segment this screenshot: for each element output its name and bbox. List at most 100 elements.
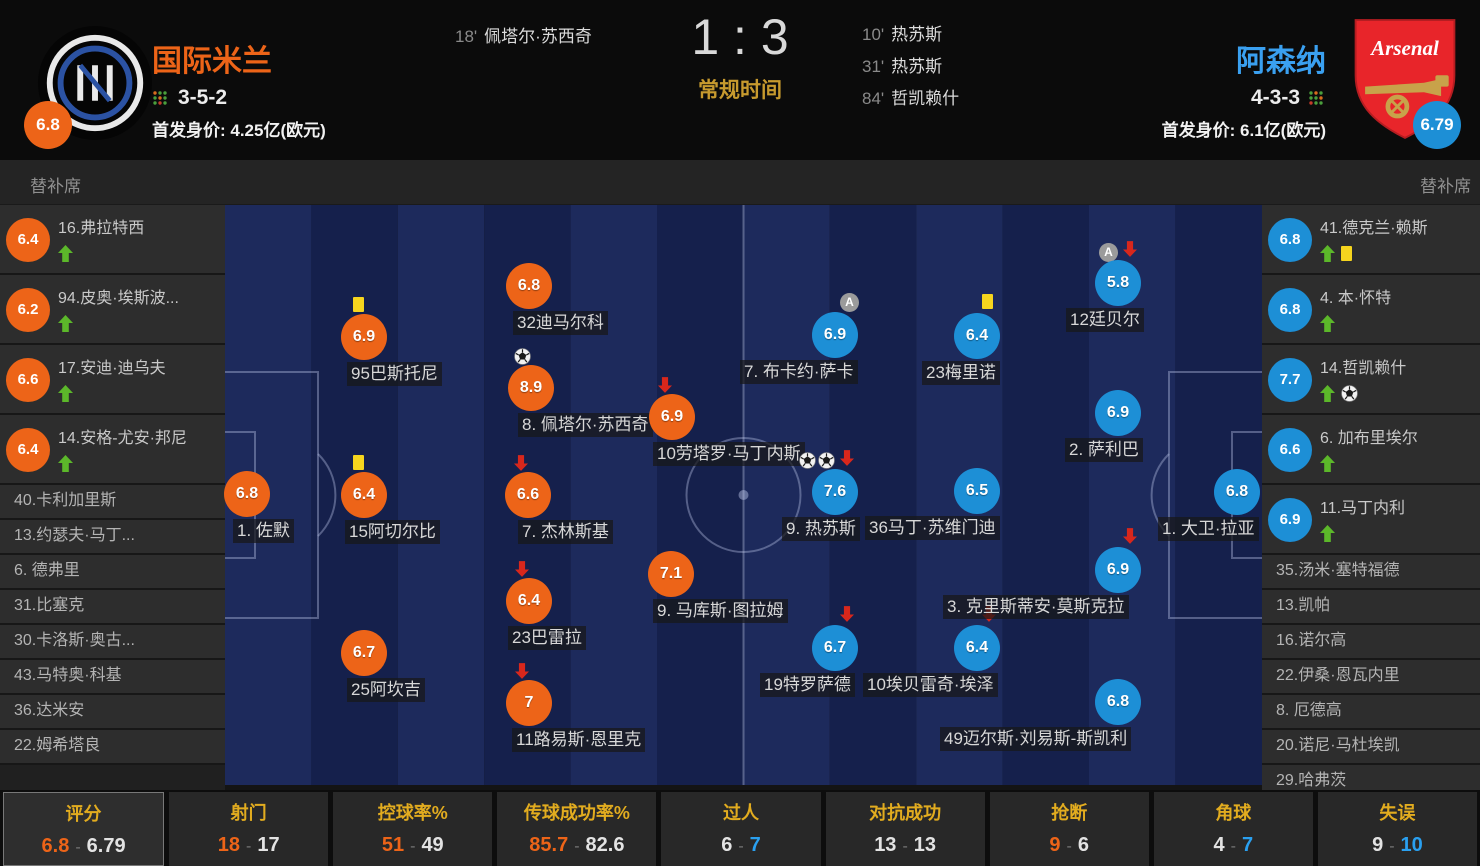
- player-rating: 6.4: [954, 625, 1000, 671]
- bench-row[interactable]: 13.凯帕: [1262, 590, 1480, 625]
- up-arrow-icon: [1320, 524, 1335, 542]
- stat-cell[interactable]: 失误 9-10: [1317, 792, 1477, 866]
- stat-cell[interactable]: 控球率% 51-49: [333, 792, 493, 866]
- player-name: 25阿坎吉: [347, 678, 425, 702]
- away-formation-row: 4-3-3: [1251, 86, 1326, 110]
- stat-away-value: 82.6: [585, 834, 625, 856]
- bench-row[interactable]: 6.4 14.安格-尤安·邦尼: [0, 415, 225, 485]
- stat-cell[interactable]: 过人 6-7: [661, 792, 821, 866]
- up-arrow-icon: [58, 244, 73, 262]
- bench-strip: 替补席 替补席: [0, 160, 1480, 205]
- goal-row: 18' 佩塔尔·苏西奇: [455, 22, 592, 54]
- bench-row[interactable]: 20.诺尼·马杜埃凯: [1262, 730, 1480, 765]
- player-rating: 6.6: [505, 472, 551, 518]
- player-name: 23巴雷拉: [508, 626, 586, 650]
- goal-minute: 10': [862, 25, 885, 44]
- away-team-name[interactable]: 阿森纳: [1236, 45, 1326, 78]
- bench-info: 6. 加布里埃尔: [1320, 424, 1418, 473]
- player-rating: 6.9: [812, 312, 858, 358]
- bench-rating-badge: 6.4: [6, 428, 50, 472]
- bench-rating-badge: 6.6: [1268, 428, 1312, 472]
- bench-row[interactable]: 6.6 17.安迪·迪乌夫: [0, 345, 225, 415]
- stat-home-value: 51: [381, 834, 405, 856]
- bench-rating-badge: 6.4: [6, 218, 50, 262]
- player-badges: A: [1099, 243, 1118, 262]
- stat-away-value: 6: [1077, 834, 1089, 856]
- stat-cell[interactable]: 角球 4-7: [1153, 792, 1313, 866]
- bench-row[interactable]: 30.卡洛斯·奥古...: [0, 625, 225, 660]
- bench-row[interactable]: 43.马特奥·科基: [0, 660, 225, 695]
- stat-home-value: 9: [1372, 834, 1384, 856]
- stat-values: 9-10: [1318, 834, 1477, 857]
- player-rating: 5.8: [1095, 260, 1141, 306]
- player-name: 12廷贝尔: [1066, 308, 1144, 332]
- home-team-name[interactable]: 国际米兰: [152, 45, 272, 78]
- player-rating: 6.8: [506, 263, 552, 309]
- stat-dash: -: [1389, 838, 1395, 855]
- player-rating: 6.9: [341, 314, 387, 360]
- stat-cell[interactable]: 对抗成功 13-13: [825, 792, 985, 866]
- player-name: 1. 大卫·拉亚: [1158, 517, 1259, 541]
- bench-row[interactable]: 6. 德弗里: [0, 555, 225, 590]
- player-rating: 6.8: [224, 471, 270, 517]
- bench-player-name: 14.哲凯赖什: [1320, 360, 1407, 377]
- bench-badges: [1320, 453, 1418, 473]
- bench-row[interactable]: 6.4 16.弗拉特西: [0, 205, 225, 275]
- down-arrow-icon: [840, 450, 854, 466]
- up-arrow-icon: [1320, 244, 1335, 262]
- stat-label: 对抗成功: [869, 803, 942, 823]
- player-rating: 6.5: [954, 468, 1000, 514]
- bench-badges: [1320, 313, 1391, 333]
- stat-label: 过人: [722, 803, 759, 823]
- player-rating: 6.9: [1095, 547, 1141, 593]
- stat-cell[interactable]: 传球成功率% 85.7-82.6: [497, 792, 657, 866]
- player-name: 23梅里诺: [922, 361, 1000, 385]
- stat-label: 控球率%: [377, 803, 448, 823]
- down-arrow-icon: [1123, 241, 1137, 257]
- bench-row[interactable]: 6.9 11.马丁内利: [1262, 485, 1480, 555]
- stat-away-value: 7: [749, 834, 761, 856]
- bench-row[interactable]: 22.姆希塔良: [0, 730, 225, 765]
- bench-badges: [1320, 523, 1405, 543]
- stat-cell[interactable]: 评分 6.8-6.79: [3, 792, 165, 866]
- bench-row[interactable]: 35.汤米·塞特福德: [1262, 555, 1480, 590]
- bench-rating-badge: 6.6: [6, 358, 50, 402]
- bench-row[interactable]: 6.6 6. 加布里埃尔: [1262, 415, 1480, 485]
- bench-row[interactable]: 8. 厄德高: [1262, 695, 1480, 730]
- bench-row[interactable]: 36.达米安: [0, 695, 225, 730]
- bench-label-away: 替补席: [1420, 177, 1471, 196]
- bench-row[interactable]: 40.卡利加里斯: [0, 485, 225, 520]
- bench-row[interactable]: 13.约瑟夫·马丁...: [0, 520, 225, 555]
- stat-dash: -: [1066, 838, 1072, 855]
- player-rating: 6.7: [341, 630, 387, 676]
- stat-label: 抢断: [1051, 803, 1088, 823]
- stat-cell[interactable]: 抢断 9-6: [989, 792, 1149, 866]
- bench-row[interactable]: 7.7 14.哲凯赖什: [1262, 345, 1480, 415]
- bench-row[interactable]: 29.哈弗茨: [1262, 765, 1480, 790]
- stat-cell[interactable]: 射门 18-17: [169, 792, 329, 866]
- player-badges: [1123, 241, 1137, 257]
- pitch: 6.8 1. 佐默 6.9 95巴斯托尼 6.4 15阿切尔比 6.7 25阿坎吉 6.8 32迪…: [224, 205, 1262, 785]
- bench-row[interactable]: 6.8 41.德克兰·赖斯: [1262, 205, 1480, 275]
- player-rating: 6.7: [812, 625, 858, 671]
- player-name: 1. 佐默: [233, 519, 294, 543]
- up-arrow-icon: [58, 454, 73, 472]
- away-bench-list: 6.8 41.德克兰·赖斯 6.8 4. 本·怀特 7.7 14.哲凯赖什 6.6 6. 加布…: [1262, 205, 1480, 790]
- bench-row[interactable]: 16.诺尔高: [1262, 625, 1480, 660]
- bench-row[interactable]: 6.2 94.皮奥·埃斯波...: [0, 275, 225, 345]
- stat-values: 51-49: [333, 834, 492, 857]
- stat-dash: -: [902, 838, 908, 855]
- bench-row[interactable]: 22.伊桑·恩瓦内里: [1262, 660, 1480, 695]
- player-name: 9. 热苏斯: [782, 517, 860, 541]
- bench-row[interactable]: 6.8 4. 本·怀特: [1262, 275, 1480, 345]
- bench-row[interactable]: 31.比塞克: [0, 590, 225, 625]
- down-arrow-icon: [514, 455, 528, 471]
- player-name: 2. 萨利巴: [1065, 438, 1143, 462]
- stat-values: 4-7: [1154, 834, 1313, 857]
- player-badges: [515, 561, 529, 577]
- assist-icon: A: [1099, 243, 1118, 262]
- bench-badges: [1320, 243, 1428, 263]
- stat-dash: -: [738, 838, 744, 855]
- goal-scorer: 佩塔尔·苏西奇: [484, 27, 592, 46]
